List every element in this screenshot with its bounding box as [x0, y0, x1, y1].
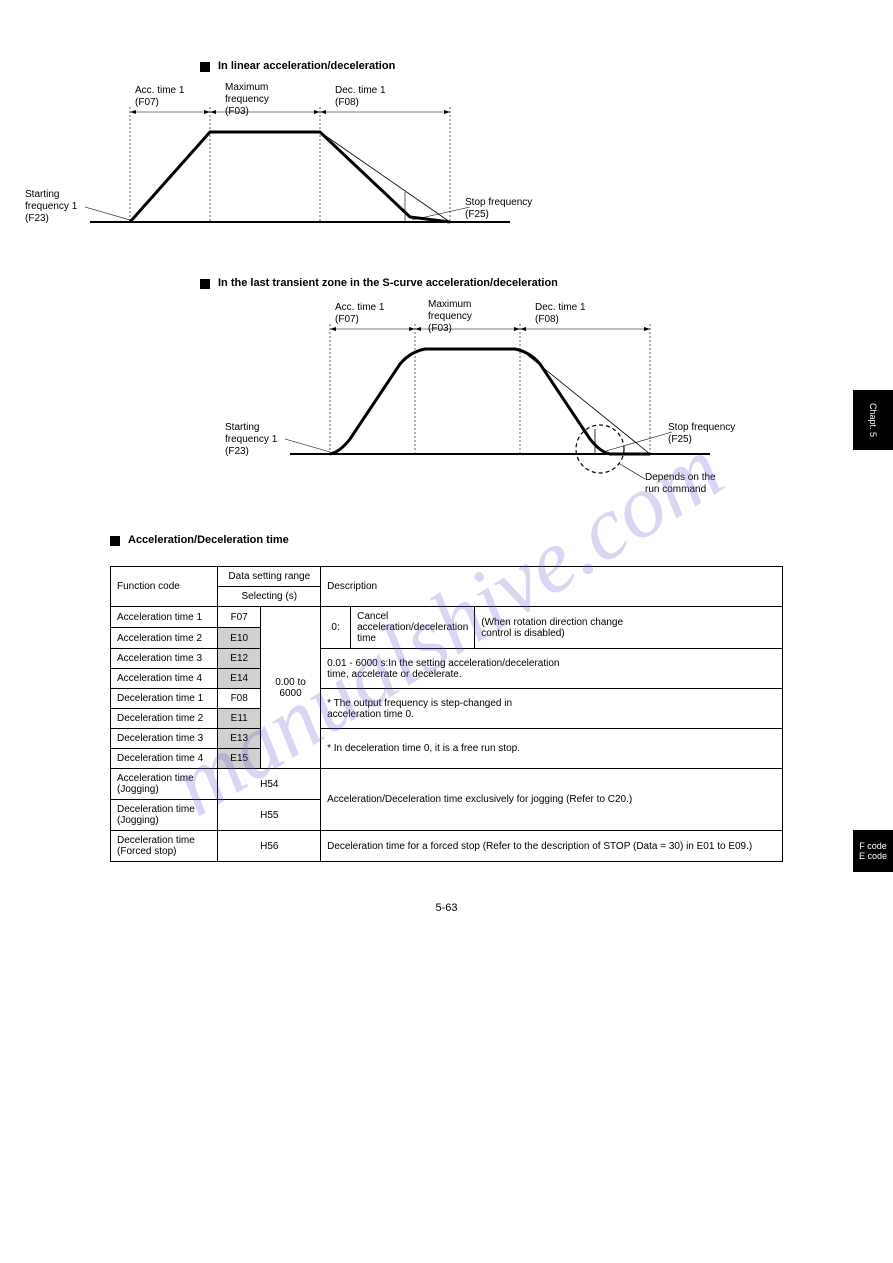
d1-max-freq: Maximum frequency (F03): [225, 82, 269, 118]
row-jog-desc: Acceleration/Deceleration time exclusive…: [321, 769, 783, 831]
th-desc: Description: [321, 567, 783, 607]
row-acc-note: * The output frequency is step-changed i…: [321, 689, 783, 729]
row-dec1-f: F08: [218, 689, 260, 709]
row-dec4-label: Deceleration time 4: [111, 749, 218, 769]
row-dec1-label: Deceleration time 1: [111, 689, 218, 709]
row-desc-main: 0.01 - 6000 s:In the setting acceleratio…: [321, 649, 783, 689]
section-heading: Acceleration/Deceleration time: [128, 534, 289, 546]
section-heading-row: Acceleration/Deceleration time: [110, 534, 843, 546]
row-acc2-e: E10: [218, 628, 260, 649]
row-forced-label: Deceleration time (Forced stop): [111, 831, 218, 862]
diagram-linear-accel: Acc. time 1 (F07) Maximum frequency (F03…: [50, 77, 550, 257]
square-icon: [110, 536, 120, 546]
row-acc4-e: E14: [218, 669, 260, 689]
bullet-row-2: In the last transient zone in the S-curv…: [200, 277, 843, 289]
d2-start-freq: Starting frequency 1 (F23): [225, 422, 277, 458]
d2-stop-freq: Stop frequency (F25): [668, 422, 735, 446]
sidebar-code-tab: F code E code: [853, 830, 893, 872]
row-dec3-e: E13: [218, 729, 260, 749]
row-jog-dec-label: Deceleration time (Jogging): [111, 800, 218, 831]
row-jog-acc-code: H54: [218, 769, 321, 800]
d2-dec-time: Dec. time 1 (F08): [535, 302, 586, 326]
row-jog-dec-code: H55: [218, 800, 321, 831]
row-desc0c: (When rotation direction change control …: [475, 607, 783, 649]
square-icon: [200, 62, 210, 72]
th-func-code: Function code: [111, 567, 218, 607]
square-icon: [200, 279, 210, 289]
row-forced-desc: Deceleration time for a forced stop (Ref…: [321, 831, 783, 862]
bullet-text-2: In the last transient zone in the S-curv…: [218, 277, 558, 289]
d2-max-freq: Maximum frequency (F03): [428, 299, 472, 335]
th-range: Data setting range: [218, 567, 321, 587]
sidebar-chapter-tab: Chapt. 5: [853, 390, 893, 450]
bullet-text-1: In linear acceleration/deceleration: [218, 60, 395, 72]
row-dec-note: * In deceleration time 0, it is a free r…: [321, 729, 783, 769]
d1-stop-freq: Stop frequency (F25): [465, 197, 532, 221]
diagram-scurve: Acc. time 1 (F07) Maximum frequency (F03…: [250, 294, 750, 514]
row-dec2-label: Deceleration time 2: [111, 709, 218, 729]
bullet-row-1: In linear acceleration/deceleration: [200, 60, 843, 72]
page-number: 5-63: [50, 902, 843, 914]
d1-dec-time: Dec. time 1 (F08): [335, 85, 386, 109]
row-forced-code: H56: [218, 831, 321, 862]
row-acc1-f: F07: [218, 607, 260, 628]
accel-table: Function code Data setting range Descrip…: [110, 566, 783, 862]
row-acc3-e: E12: [218, 649, 260, 669]
d2-acc-time: Acc. time 1 (F07): [335, 302, 384, 326]
row-acc1-label: Acceleration time 1: [111, 607, 218, 628]
d2-depends: Depends on the run command: [645, 472, 716, 496]
row-acc3-label: Acceleration time 3: [111, 649, 218, 669]
row-dec4-e: E15: [218, 749, 260, 769]
row-desc0a: 0:: [321, 607, 351, 649]
row-range: 0.00 to 6000: [260, 607, 320, 769]
diagram1-svg: [50, 77, 550, 257]
row-acc2-label: Acceleration time 2: [111, 628, 218, 649]
d1-acc-time: Acc. time 1 (F07): [135, 85, 184, 109]
th-selecting: Selecting (s): [218, 587, 321, 607]
row-dec2-e: E11: [218, 709, 260, 729]
d1-start-freq: Starting frequency 1 (F23): [25, 189, 77, 225]
row-desc0b: Cancel acceleration/deceleration time: [351, 607, 475, 649]
row-dec3-label: Deceleration time 3: [111, 729, 218, 749]
row-jog-acc-label: Acceleration time (Jogging): [111, 769, 218, 800]
row-acc4-label: Acceleration time 4: [111, 669, 218, 689]
